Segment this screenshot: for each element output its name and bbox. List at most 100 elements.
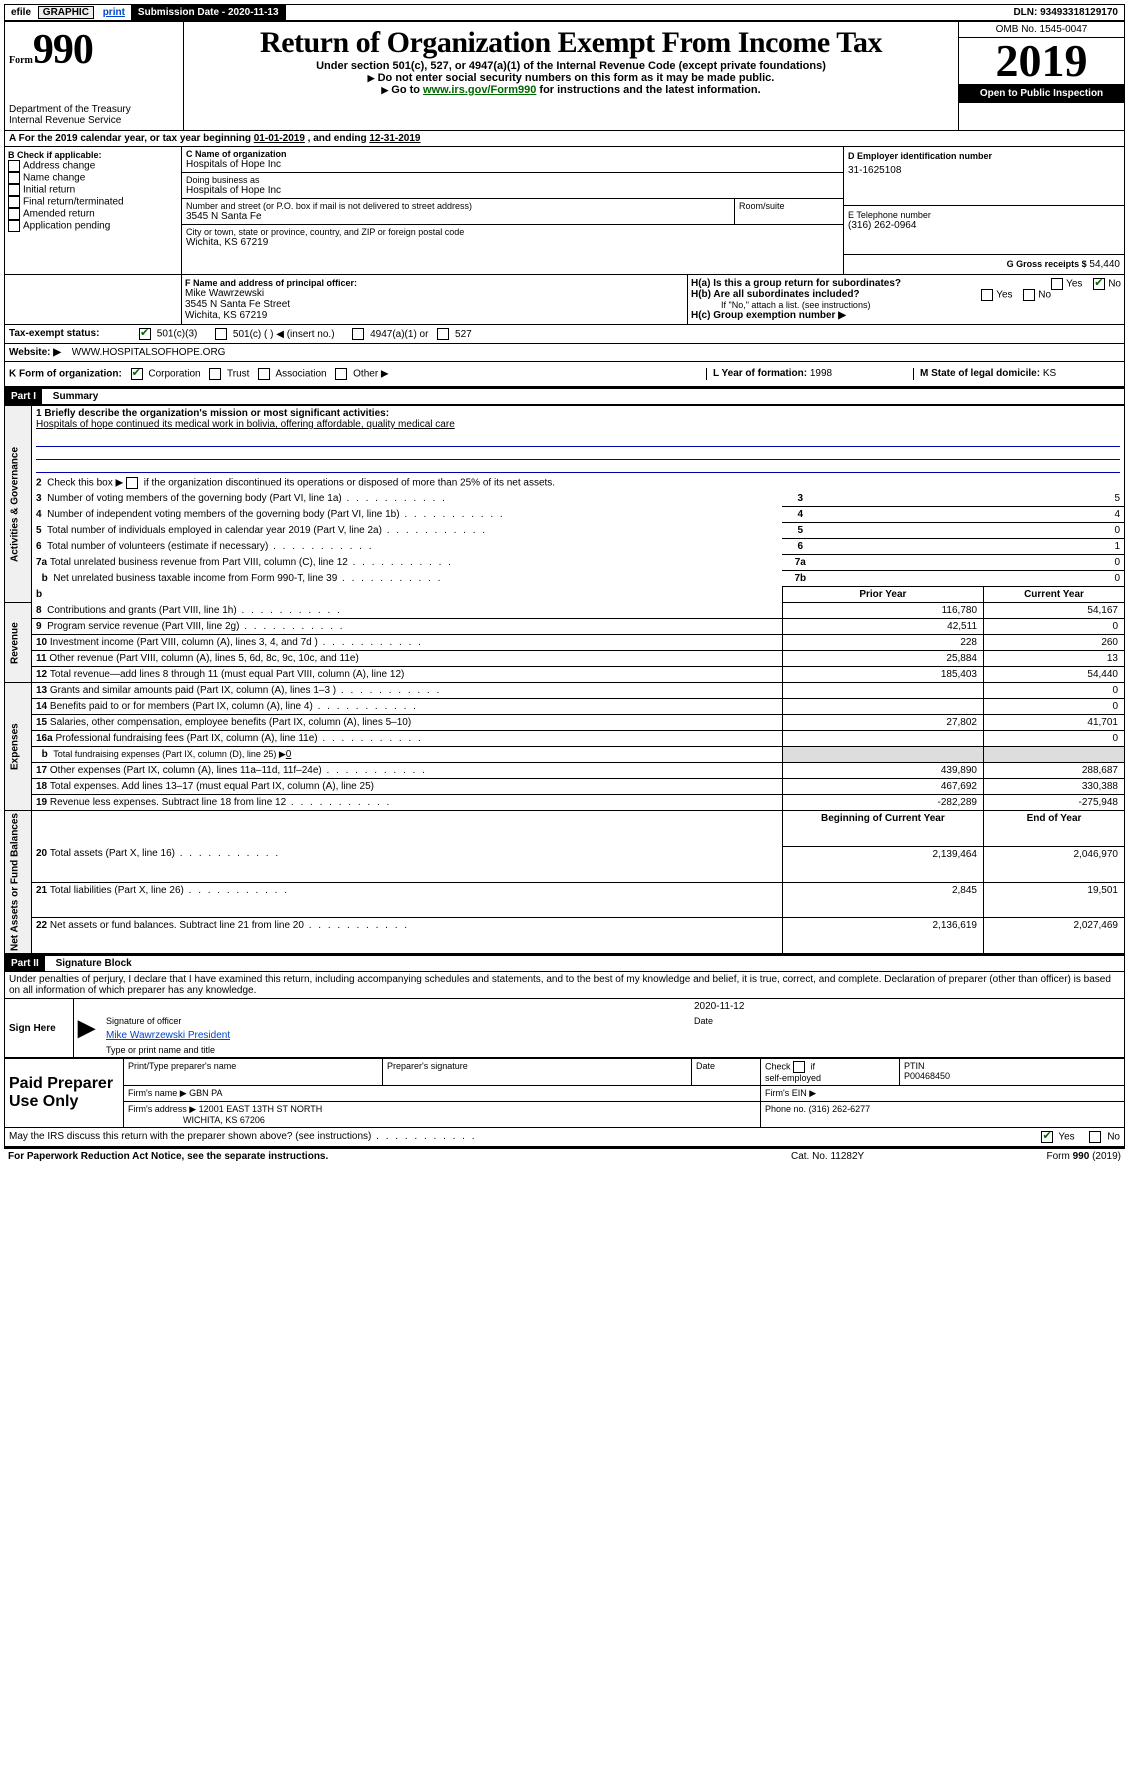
prep-date-label: Date (692, 1059, 761, 1086)
vlabel-expenses: Expenses (5, 683, 32, 811)
chk-4947[interactable] (352, 328, 364, 340)
chk-final-return[interactable]: Final return/terminated (8, 196, 178, 208)
entity-block: B Check if applicable: Address change Na… (4, 147, 1125, 275)
chk-527[interactable] (437, 328, 449, 340)
phone-label: E Telephone number (848, 210, 1120, 220)
chk-trust[interactable] (209, 368, 221, 380)
graphic-button[interactable]: GRAPHIC (38, 6, 94, 19)
ha-yes[interactable] (1051, 278, 1063, 290)
chk-name-change[interactable]: Name change (8, 172, 178, 184)
rev10-cy: 260 (984, 635, 1125, 651)
sig-officer-label: Signature of officer (102, 1014, 690, 1028)
chk-501c-other[interactable] (215, 328, 227, 340)
prep-name-label: Print/Type preparer's name (124, 1059, 383, 1086)
prioryear-hdr: Prior Year (782, 587, 983, 603)
ein-label: D Employer identification number (848, 151, 1120, 161)
b-hdr: b (32, 587, 783, 603)
val-4: 4 (818, 507, 1124, 523)
h-a: H(a) Is this a group return for subordin… (691, 278, 1121, 289)
perjury-text: Under penalties of perjury, I declare th… (4, 972, 1125, 999)
exp16a-cy: 0 (984, 731, 1125, 747)
chk-app-pending[interactable]: Application pending (8, 220, 178, 232)
form-title: Return of Organization Exempt From Incom… (188, 26, 954, 60)
year-formation-label: L Year of formation: (713, 368, 807, 379)
exp15-cy: 41,701 (984, 715, 1125, 731)
exp19-py: -282,289 (782, 795, 983, 811)
exp18-cy: 330,388 (984, 779, 1125, 795)
chk-501c3[interactable] (139, 328, 151, 340)
boy-hdr: Beginning of Current Year (782, 811, 983, 847)
domicile-label: M State of legal domicile: (920, 368, 1040, 379)
fiscal-year-bar: A For the 2019 calendar year, or tax yea… (4, 131, 1125, 147)
chk-other[interactable] (335, 368, 347, 380)
exp19-cy: -275,948 (984, 795, 1125, 811)
typed-name[interactable]: Mike Wawrzewski President (102, 1028, 1125, 1043)
chk-address-change[interactable]: Address change (8, 160, 178, 172)
subtitle-3: Go to www.irs.gov/Form990 for instructio… (188, 84, 954, 96)
city-label: City or town, state or province, country… (186, 227, 839, 237)
box-7b: 7b (782, 571, 818, 587)
firm-name-label: Firm's name ▶ (128, 1088, 187, 1098)
exp15-py: 27,802 (782, 715, 983, 731)
val-5: 0 (818, 523, 1124, 539)
exp14-py (782, 699, 983, 715)
discuss-row: May the IRS discuss this return with the… (4, 1128, 1125, 1147)
form-org-label: K Form of organization: (9, 369, 122, 380)
city: Wichita, KS 67219 (186, 237, 839, 248)
submission-date-cell: Submission Date - 2020-11-13 (132, 5, 286, 20)
gross-receipts: 54,440 (1089, 259, 1120, 270)
year-formation: 1998 (810, 368, 832, 379)
chk-initial-return[interactable]: Initial return (8, 184, 178, 196)
rev11-cy: 13 (984, 651, 1125, 667)
rev12-py: 185,403 (782, 667, 983, 683)
ptin-label: PTIN (904, 1061, 925, 1071)
paperwork-notice: For Paperwork Reduction Act Notice, see … (8, 1151, 791, 1162)
chk-assoc[interactable] (258, 368, 270, 380)
hb-yes[interactable] (981, 289, 993, 301)
val-7b: 0 (818, 571, 1124, 587)
val-6: 1 (818, 539, 1124, 555)
website-label: Website: ▶ (9, 347, 61, 358)
chk-self-emp[interactable] (793, 1061, 805, 1073)
val-3: 5 (818, 491, 1124, 507)
na21-py: 2,845 (782, 882, 983, 918)
subtitle-1: Under section 501(c), 527, or 4947(a)(1)… (188, 60, 954, 72)
sig-date: 2020-11-12 (690, 999, 1125, 1014)
part2-title: Signature Block (48, 958, 132, 969)
exp13-cy: 0 (984, 683, 1125, 699)
box-6: 6 (782, 539, 818, 555)
rev11-py: 25,884 (782, 651, 983, 667)
officer-city: Wichita, KS 67219 (185, 310, 684, 321)
irs-link[interactable]: www.irs.gov/Form990 (423, 84, 536, 96)
chk-discuss-no[interactable] (1089, 1131, 1101, 1143)
part2-bar: Part II (5, 956, 45, 971)
box-7a: 7a (782, 555, 818, 571)
chk-discuss-yes[interactable] (1041, 1131, 1053, 1143)
signature-table: Sign Here ▶ 2020-11-12 Signature of offi… (4, 999, 1125, 1058)
paid-preparer-label: Paid Preparer Use Only (5, 1059, 124, 1128)
website-value: WWW.HOSPITALSOFHOPE.ORG (72, 347, 226, 358)
tax-year: 2019 (959, 38, 1124, 84)
officer-name: Mike Wawrzewski (185, 288, 684, 299)
h-c: H(c) Group exemption number ▶ (691, 310, 1121, 321)
box-4: 4 (782, 507, 818, 523)
dept-treasury: Department of the Treasury Internal Reve… (9, 104, 179, 126)
chk-discontinued[interactable] (126, 477, 138, 489)
eoy-hdr: End of Year (984, 811, 1125, 847)
chk-amended[interactable]: Amended return (8, 208, 178, 220)
print-link[interactable]: print (103, 7, 125, 18)
prep-phone-label: Phone no. (765, 1104, 806, 1114)
website-row: Website: ▶ WWW.HOSPITALSOFHOPE.ORG (4, 344, 1125, 362)
hb-no[interactable] (1023, 289, 1035, 301)
top-toolbar: efile GRAPHIC print Submission Date - 20… (4, 4, 1125, 21)
vlabel-activities: Activities & Governance (5, 406, 32, 603)
chk-corp[interactable] (131, 368, 143, 380)
page-footer: For Paperwork Reduction Act Notice, see … (4, 1147, 1125, 1164)
org-name: Hospitals of Hope Inc (186, 159, 839, 170)
na20-cy: 2,046,970 (984, 846, 1125, 882)
ha-no[interactable] (1093, 278, 1105, 290)
firm-addr-label: Firm's address ▶ (128, 1104, 196, 1114)
dba-label: Doing business as (186, 175, 839, 185)
efile-label: efile GRAPHIC print (5, 5, 132, 20)
prep-phone: (316) 262-6277 (809, 1104, 871, 1114)
